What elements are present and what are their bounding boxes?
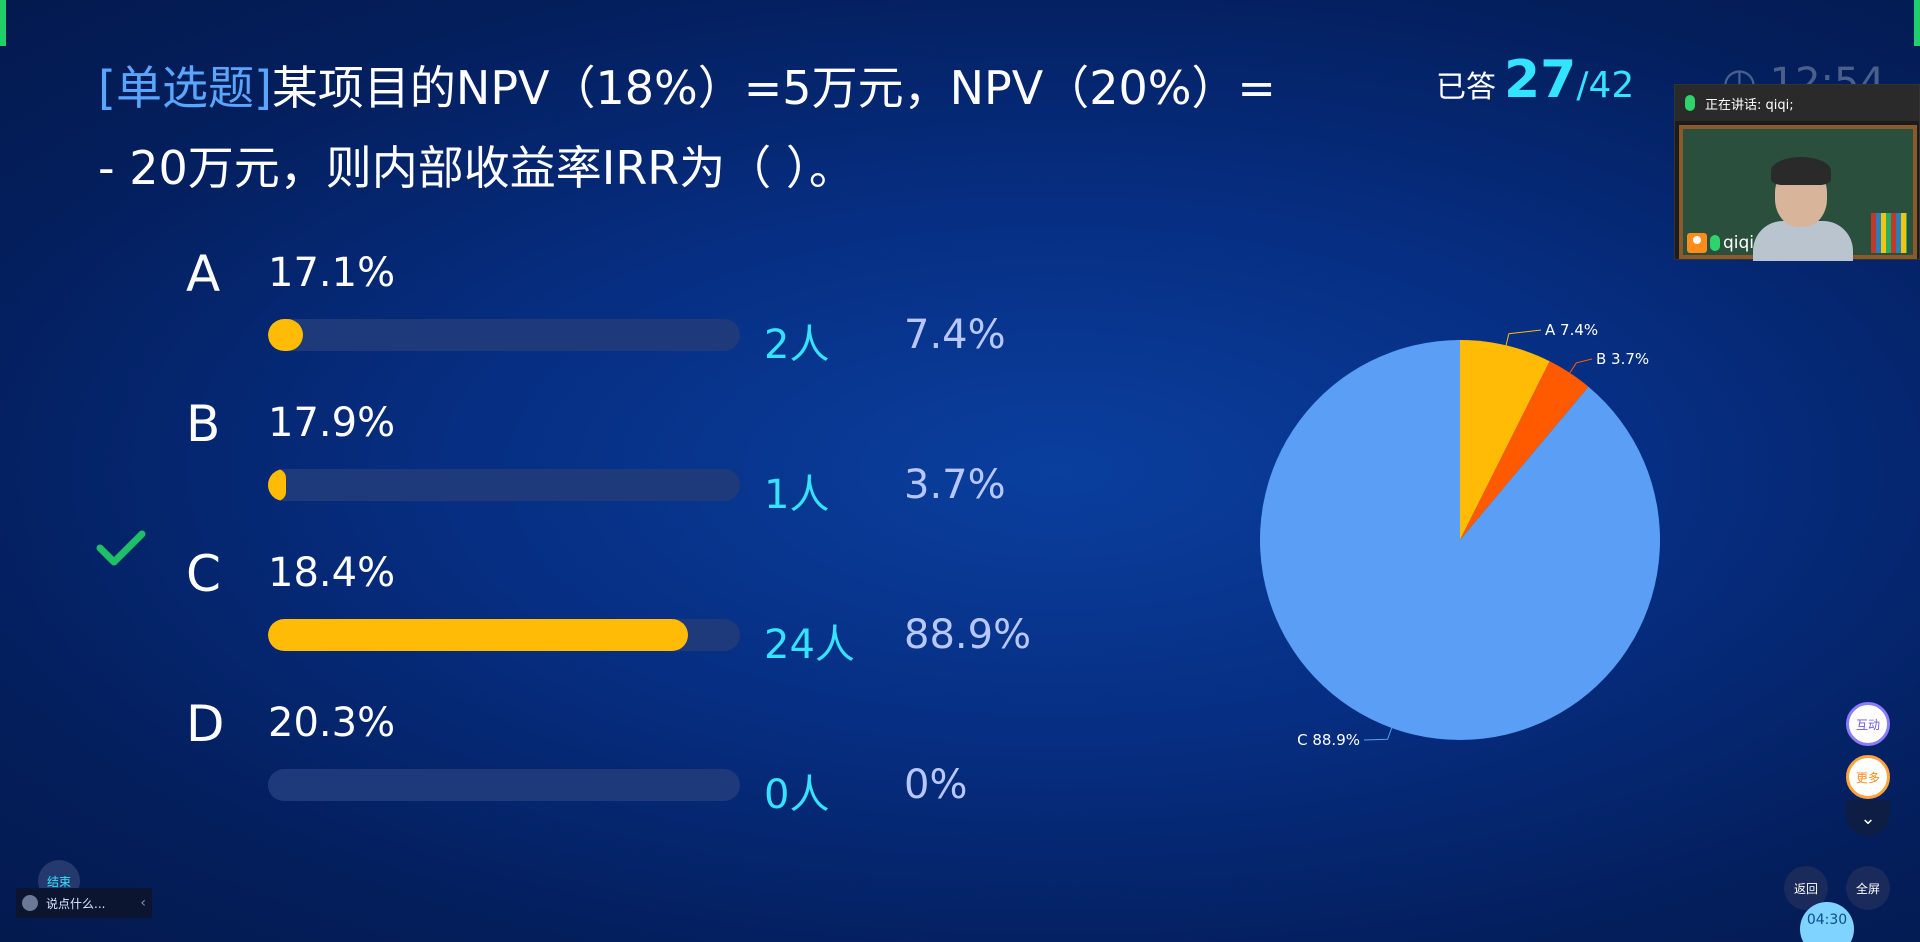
question-type-label: [单选题]	[98, 61, 272, 115]
pie-slice-label: C 88.9%	[1297, 731, 1360, 749]
option-d[interactable]: D 20.3% 0人 0%	[0, 694, 1100, 844]
chat-placeholder: 说点什么...	[46, 896, 106, 911]
speaker-tag: qiqi	[1687, 233, 1754, 253]
edge-marker	[1914, 0, 1920, 46]
pie-label-line	[1569, 358, 1593, 374]
microphone-icon	[1710, 235, 1720, 251]
answered-total: /42	[1576, 65, 1635, 106]
vote-percent: 0%	[904, 762, 968, 808]
speaking-bar: 正在讲话: qiqi;	[1675, 85, 1919, 121]
correct-check-icon	[96, 530, 146, 566]
emoji-icon[interactable]	[22, 895, 38, 911]
vote-count: 0人	[764, 772, 830, 818]
fullscreen-button[interactable]: 全屏	[1846, 866, 1890, 910]
more-button[interactable]: 更多	[1846, 755, 1890, 799]
interact-button[interactable]: 互动	[1846, 702, 1890, 746]
pie-slice-label: A 7.4%	[1545, 321, 1598, 339]
option-text: 20.3%	[268, 700, 396, 746]
option-b[interactable]: B 17.9% 1人 3.7%	[0, 394, 1100, 544]
speaking-label: 正在讲话: qiqi;	[1705, 97, 1794, 113]
option-letter: B	[186, 395, 221, 453]
vote-bar-fill	[268, 469, 286, 501]
video-panel[interactable]: 正在讲话: qiqi; qiqi	[1674, 84, 1920, 261]
edge-marker	[0, 0, 6, 46]
vote-bar	[268, 469, 740, 501]
books-shelf	[1871, 213, 1907, 253]
presenter-body	[1753, 221, 1853, 261]
answered-count: 27	[1504, 50, 1577, 110]
chevron-left-icon[interactable]: ‹	[140, 895, 146, 911]
option-letter: A	[186, 245, 221, 303]
vote-bar	[268, 619, 740, 651]
user-icon	[1687, 233, 1707, 253]
chevron-down-icon[interactable]: ⌄	[1846, 800, 1890, 836]
option-c[interactable]: C 18.4% 24人 88.9%	[0, 530, 1100, 694]
option-text: 17.1%	[268, 250, 396, 296]
pie-label-line	[1505, 329, 1542, 346]
vote-bar-fill	[268, 319, 303, 351]
vote-count: 1人	[764, 472, 830, 518]
pie-slice	[1460, 340, 1550, 540]
pie-slice-label: B 3.7%	[1596, 350, 1649, 368]
vote-percent: 88.9%	[904, 612, 1032, 658]
vote-percent: 3.7%	[904, 462, 1006, 508]
video-feed: qiqi	[1679, 125, 1917, 261]
answered-label: 已答	[1436, 70, 1496, 105]
option-a[interactable]: A 17.1% 2人 7.4%	[0, 244, 1100, 394]
pie-slice	[1260, 340, 1660, 740]
vote-bar-fill	[268, 619, 688, 651]
pie-label-line	[1363, 727, 1393, 741]
speaker-name: qiqi	[1723, 233, 1755, 253]
vote-count: 24人	[764, 622, 855, 668]
vote-bar	[268, 769, 740, 801]
question-body: 某项目的NPV（18%）=5万元，NPV（20%）= - 20万元，则内部收益率…	[98, 61, 1276, 195]
presenter-hair	[1771, 157, 1831, 185]
chat-input[interactable]: 说点什么... ‹	[16, 888, 152, 918]
option-letter: C	[186, 545, 221, 603]
option-letter: D	[186, 695, 225, 753]
vote-count: 2人	[764, 322, 830, 368]
vote-bar	[268, 319, 740, 351]
microphone-icon	[1685, 95, 1695, 111]
vote-pie-chart: A 7.4% B 3.7% C 88.9%	[1260, 321, 1660, 749]
vote-percent: 7.4%	[904, 312, 1006, 358]
pie-slice	[1460, 361, 1589, 540]
answered-counter: 已答 27/42	[1436, 50, 1634, 110]
timer-badge: 04:30	[1800, 902, 1854, 942]
option-text: 18.4%	[268, 550, 396, 596]
question-text: [单选题]某项目的NPV（18%）=5万元，NPV（20%）= - 20万元，则…	[98, 48, 1278, 208]
option-text: 17.9%	[268, 400, 396, 446]
